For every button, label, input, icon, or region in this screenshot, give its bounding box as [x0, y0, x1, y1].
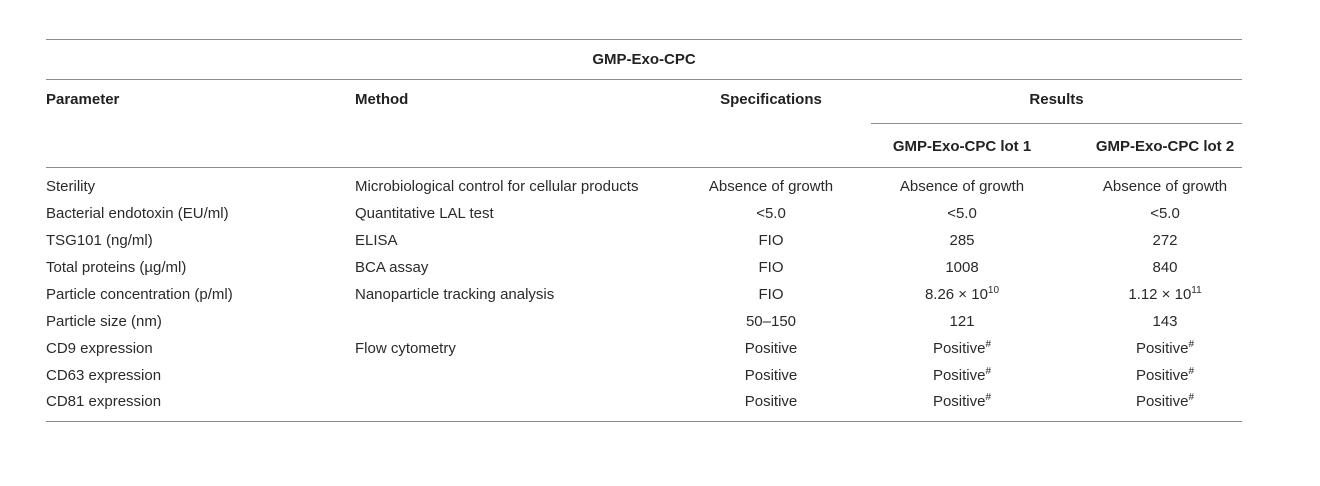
lot-1-result-cell: 285 — [871, 232, 1053, 250]
result-superscript: # — [1188, 392, 1195, 403]
table-title: GMP-Exo-CPC — [592, 51, 696, 68]
specification-cell: Positive — [744, 393, 798, 410]
result-value: 840 — [1152, 259, 1178, 276]
result-value: Positive — [1135, 340, 1189, 357]
parameter-cell: Total proteins (µg/ml) — [46, 259, 187, 276]
result-superscript: 10 — [987, 285, 1000, 296]
parameter-cell: Particle size (nm) — [46, 313, 162, 330]
lot-2-result-cell: Positive# — [1079, 393, 1251, 411]
lot-2-result-cell: 840 — [1079, 259, 1251, 277]
result-value: Absence of growth — [1102, 178, 1228, 195]
result-value: Positive — [932, 340, 986, 357]
lot-2-result-cell: <5.0 — [1079, 205, 1251, 223]
parameter-cell: Particle concentration (p/ml) — [46, 286, 233, 303]
result-value: Positive — [932, 393, 986, 410]
lot-2-result-cell: 143 — [1079, 313, 1251, 331]
method-cell: BCA assay — [355, 259, 429, 276]
parameter-cell: CD63 expression — [46, 367, 162, 384]
result-superscript: # — [1188, 366, 1195, 377]
lot-1-result-cell: 8.26 × 1010 — [871, 286, 1053, 304]
lot-1-result-cell: Absence of growth — [871, 178, 1053, 196]
result-value: 272 — [1152, 232, 1178, 249]
specification-cell: FIO — [758, 259, 784, 276]
result-superscript: # — [985, 366, 992, 377]
table-bottom-rule — [46, 421, 1242, 422]
header-method: Method — [355, 91, 409, 108]
header-specifications: Specifications — [720, 91, 822, 108]
result-value: 285 — [949, 232, 975, 249]
lot-1-result-cell: Positive# — [871, 393, 1053, 411]
lot-1-result-cell: <5.0 — [871, 205, 1053, 223]
header-lot-1: GMP-Exo-CPC lot 1 — [892, 138, 1032, 155]
specification-cell: Absence of growth — [708, 178, 834, 195]
specification-cell: Positive — [744, 340, 798, 357]
result-superscript: 11 — [1191, 285, 1202, 296]
header-parameter: Parameter — [46, 91, 120, 108]
lot-1-result-cell: 121 — [871, 313, 1053, 331]
result-value: Positive — [932, 367, 986, 384]
lot-2-result-cell: Absence of growth — [1079, 178, 1251, 196]
result-value: 121 — [949, 313, 975, 330]
result-value: Positive — [1135, 367, 1189, 384]
method-cell: Microbiological control for cellular pro… — [355, 178, 639, 195]
result-value: Positive — [1135, 393, 1189, 410]
result-value: 1008 — [945, 259, 979, 276]
header-results: Results — [1029, 91, 1084, 108]
lot-1-result-cell: Positive# — [871, 340, 1053, 358]
header-lot-2: GMP-Exo-CPC lot 2 — [1095, 138, 1235, 155]
result-superscript: # — [985, 392, 992, 403]
result-superscript: # — [985, 339, 992, 350]
result-value: <5.0 — [1150, 205, 1180, 222]
result-value: 143 — [1152, 313, 1178, 330]
specification-cell: <5.0 — [756, 205, 786, 222]
lot-1-result-cell: 1008 — [871, 259, 1053, 277]
table-top-rule — [46, 39, 1242, 40]
result-value: Absence of growth — [899, 178, 1025, 195]
results-underline-rule — [871, 123, 1242, 124]
result-value: <5.0 — [947, 205, 977, 222]
header-bottom-rule — [46, 167, 1242, 168]
lot-2-result-cell: 272 — [1079, 232, 1251, 250]
lot-2-result-cell: Positive# — [1079, 340, 1251, 358]
specification-cell: FIO — [758, 286, 784, 303]
method-cell: ELISA — [355, 232, 398, 249]
method-cell: Flow cytometry — [355, 340, 456, 357]
lot-2-result-cell: Positive# — [1079, 367, 1251, 385]
result-superscript: # — [1188, 339, 1195, 350]
parameter-cell: TSG101 (ng/ml) — [46, 232, 153, 249]
parameter-cell: Bacterial endotoxin (EU/ml) — [46, 205, 229, 222]
parameter-cell: CD81 expression — [46, 393, 162, 410]
title-rule — [46, 79, 1242, 80]
lot-1-result-cell: Positive# — [871, 367, 1053, 385]
result-value: 8.26 × 10 — [924, 286, 988, 303]
result-value: 1.12 × 10 — [1128, 286, 1192, 303]
lot-2-result-cell: 1.12 × 1011 — [1079, 286, 1251, 304]
specification-cell: FIO — [758, 232, 784, 249]
parameter-cell: Sterility — [46, 178, 96, 195]
parameter-cell: CD9 expression — [46, 340, 153, 357]
method-cell: Quantitative LAL test — [355, 205, 494, 222]
specification-cell: 50–150 — [745, 313, 797, 330]
method-cell: Nanoparticle tracking analysis — [355, 286, 555, 303]
specification-cell: Positive — [744, 367, 798, 384]
